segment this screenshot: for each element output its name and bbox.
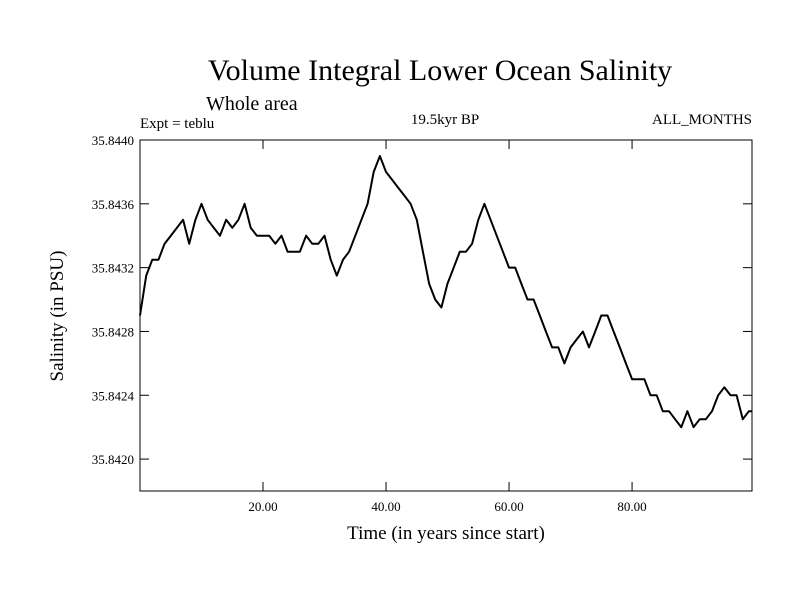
chart-title: Volume Integral Lower Ocean Salinity (208, 54, 672, 87)
chart-subtitle: Whole area (206, 93, 298, 115)
plot-frame (139, 139, 753, 492)
months-label: ALL_MONTHS (652, 112, 752, 128)
x-tick-label: 80.00 (617, 499, 646, 514)
y-axis-label: Salinity (in PSU) (47, 251, 68, 382)
experiment-label: Expt = teblu (140, 116, 215, 132)
y-tick-label: 35.8440 (92, 133, 134, 148)
x-tick-label: 60.00 (494, 499, 523, 514)
y-tick-label: 35.8424 (92, 388, 135, 403)
x-axis: 20.00 40.00 60.00 80.00 (248, 140, 647, 514)
x-axis-label: Time (in years since start) (347, 523, 545, 544)
x-tick-label: 20.00 (248, 499, 277, 514)
y-tick-label: 35.8420 (92, 452, 134, 467)
y-axis: 35.8420 35.8424 35.8428 35.8432 35.8436 35.84… (92, 133, 752, 467)
salinity-series-line (139, 155, 752, 429)
x-tick-label: 40.00 (371, 499, 400, 514)
y-tick-label: 35.8428 (92, 324, 134, 339)
y-tick-label: 35.8436 (92, 197, 135, 212)
period-label: 19.5kyr BP (411, 112, 479, 128)
y-tick-label: 35.8432 (92, 261, 134, 276)
